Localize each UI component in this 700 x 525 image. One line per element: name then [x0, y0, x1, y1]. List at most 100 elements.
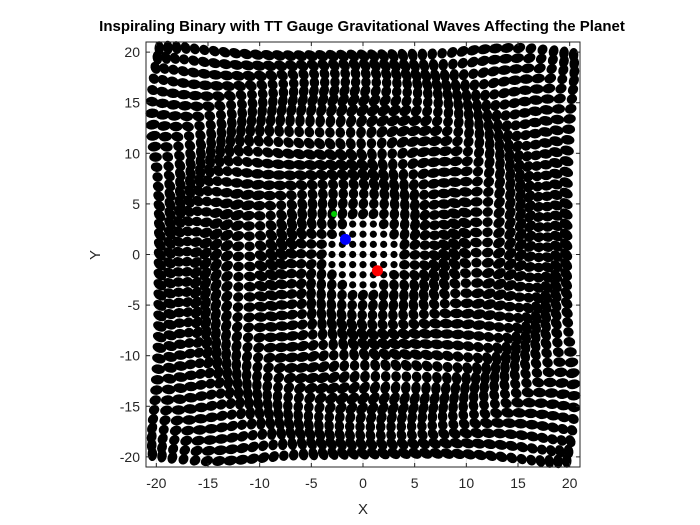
- lattice-particle: [494, 186, 505, 199]
- lattice-particle: [241, 210, 255, 221]
- lattice-particle: [365, 438, 378, 451]
- lattice-particle: [560, 287, 573, 300]
- lattice-particle: [276, 69, 288, 81]
- lattice-particle: [294, 126, 304, 138]
- lattice-particle: [337, 327, 348, 341]
- lattice-particle: [426, 168, 441, 178]
- lattice-particle: [560, 268, 573, 281]
- lattice-particle: [328, 240, 336, 248]
- lattice-particle: [242, 332, 254, 343]
- lattice-particle: [296, 340, 310, 352]
- lattice-particle: [359, 58, 371, 72]
- lattice-particle: [171, 41, 182, 54]
- lattice-particle: [202, 346, 213, 359]
- lattice-particle: [245, 406, 256, 420]
- lattice-particle: [492, 247, 506, 259]
- lattice-particle: [389, 59, 401, 72]
- lattice-particle: [367, 318, 378, 331]
- lattice-particle: [286, 103, 297, 118]
- lattice-particle: [191, 206, 203, 217]
- lattice-particle: [546, 410, 560, 421]
- lattice-particle: [437, 199, 451, 209]
- lattice-particle: [540, 338, 552, 350]
- y-tick-label: -15: [120, 398, 140, 414]
- lattice-particle: [367, 309, 378, 321]
- lattice-particle: [306, 436, 317, 450]
- lattice-particle: [145, 96, 159, 107]
- lattice-particle: [559, 177, 573, 188]
- lattice-particle: [399, 104, 412, 117]
- lattice-particle: [520, 63, 535, 74]
- lattice-particle: [526, 454, 537, 466]
- lattice-particle: [183, 131, 195, 142]
- lattice-particle: [317, 361, 330, 373]
- lattice-particle: [488, 43, 503, 54]
- lattice-particle: [507, 86, 522, 97]
- lattice-particle: [336, 317, 348, 331]
- lattice-particle: [409, 188, 420, 202]
- lattice-particle: [562, 317, 574, 328]
- lattice-particle: [518, 85, 533, 96]
- lattice-particle: [521, 387, 534, 398]
- lattice-particle: [295, 258, 307, 269]
- lattice-particle: [347, 208, 358, 220]
- lattice-particle: [318, 350, 329, 362]
- lattice-particle: [163, 237, 176, 249]
- lattice-particle: [191, 435, 206, 446]
- lattice-particle: [560, 248, 573, 261]
- lattice-particle: [262, 371, 273, 383]
- lattice-particle: [315, 437, 327, 450]
- lattice-particle: [502, 130, 513, 143]
- lattice-particle: [345, 115, 357, 128]
- lattice-particle: [243, 231, 255, 241]
- highlighted-particle: [371, 265, 383, 277]
- lattice-particle: [531, 161, 543, 171]
- lattice-particle: [346, 392, 359, 405]
- lattice-particle: [541, 271, 553, 283]
- lattice-particle: [339, 349, 349, 361]
- lattice-particle: [563, 337, 576, 347]
- lattice-particle: [261, 158, 275, 169]
- lattice-particle: [174, 168, 186, 181]
- lattice-particle: [199, 257, 212, 270]
- lattice-particle: [181, 425, 195, 436]
- lattice-particle: [398, 168, 409, 181]
- lattice-particle: [160, 405, 173, 416]
- lattice-particle: [542, 83, 556, 94]
- lattice-particle: [360, 359, 370, 371]
- lattice-particle: [451, 372, 462, 385]
- lattice-particle: [516, 453, 527, 465]
- lattice-particle: [420, 115, 432, 127]
- lattice-particle: [282, 50, 297, 61]
- lattice-particle: [173, 350, 188, 360]
- lattice-particle: [400, 68, 412, 82]
- lattice-particle: [560, 145, 574, 156]
- lattice-particle: [189, 257, 202, 268]
- lattice-particle: [208, 45, 220, 57]
- lattice-particle: [532, 272, 544, 283]
- lattice-particle: [379, 198, 389, 210]
- lattice-particles: [145, 40, 581, 469]
- lattice-particle: [540, 299, 552, 313]
- lattice-particle: [282, 148, 295, 159]
- lattice-particle: [190, 237, 203, 247]
- lattice-particle: [225, 398, 236, 409]
- lattice-particle: [524, 230, 536, 242]
- lattice-particle: [408, 179, 419, 191]
- lattice-particle: [147, 414, 159, 425]
- lattice-particle: [205, 400, 218, 411]
- lattice-particle: [166, 76, 179, 87]
- lattice-particle: [461, 330, 476, 340]
- lattice-particle: [335, 138, 346, 150]
- lattice-particle: [215, 109, 227, 121]
- lattice-particle: [428, 268, 440, 282]
- lattice-particle: [449, 156, 463, 167]
- lattice-particle: [153, 258, 166, 271]
- lattice-particle: [359, 281, 367, 289]
- lattice-particle: [276, 426, 287, 440]
- lattice-particle: [188, 55, 200, 66]
- lattice-particle: [467, 56, 479, 68]
- lattice-particle: [523, 190, 535, 203]
- lattice-particle: [284, 352, 299, 363]
- lattice-particle: [305, 372, 319, 384]
